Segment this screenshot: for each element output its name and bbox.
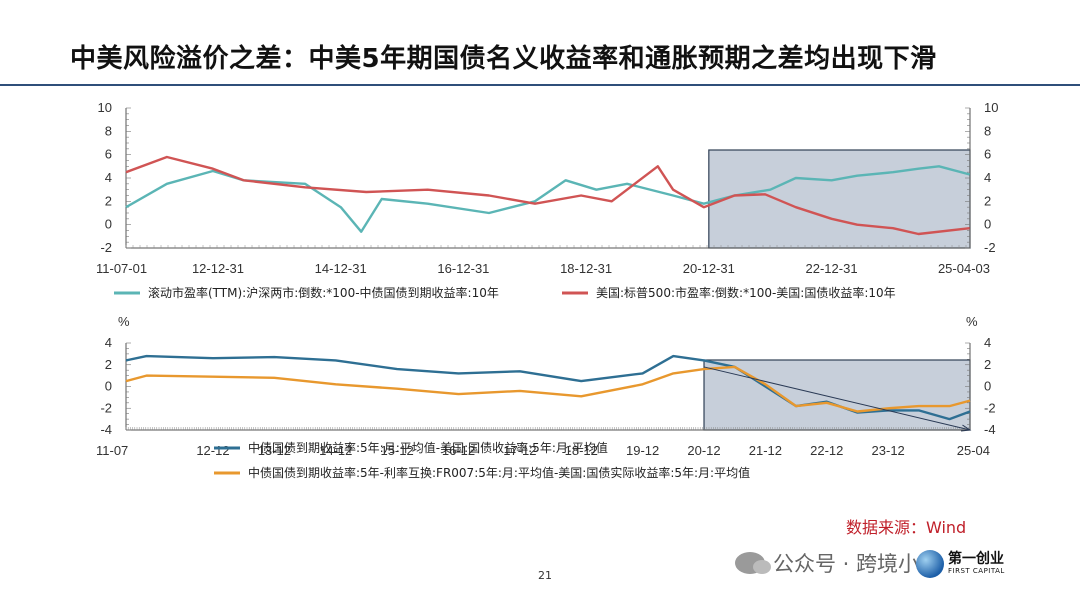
y-tick-label-right: 6 <box>984 147 991 162</box>
title-divider <box>0 84 1080 86</box>
y-tick-label-right: -2 <box>984 400 996 415</box>
x-tick-label: 12-12 <box>196 443 229 458</box>
x-tick-label: 12-12-31 <box>192 261 244 276</box>
watermark: 公众号 · 跨境小猫 <box>735 548 940 578</box>
y-tick-label-left: -2 <box>100 400 112 415</box>
series-line-1 <box>125 354 971 421</box>
y-tick-label-right: 0 <box>984 379 991 394</box>
logo-cn-text: 第一创业 <box>948 551 1004 567</box>
x-tick-label: 19-12 <box>626 443 659 458</box>
y-tick-label-left: 4 <box>105 170 112 185</box>
x-tick-label: 22-12-31 <box>806 261 858 276</box>
x-tick-label: 16-12 <box>442 443 475 458</box>
x-tick-label: 22-12 <box>810 443 843 458</box>
y-tick-label-left: 10 <box>98 100 112 115</box>
wechat-icon <box>735 552 771 574</box>
y-tick-label-left: 8 <box>105 123 112 138</box>
x-tick-label: 25-04-03 <box>938 261 990 276</box>
y-tick-label-right: -4 <box>984 422 996 437</box>
y-tick-label-left: 0 <box>105 379 112 394</box>
company-logo: 第一创业 FIRST CAPITAL <box>916 548 1026 580</box>
globe-icon <box>916 550 944 578</box>
y-unit-left: % <box>118 314 130 329</box>
y-tick-label-right: -2 <box>984 240 996 255</box>
x-tick-label: 16-12-31 <box>437 261 489 276</box>
x-tick-label: 14-12 <box>319 443 352 458</box>
y-tick-label-left: -2 <box>100 240 112 255</box>
y-unit-right: % <box>966 314 978 329</box>
x-tick-label: 11-07-01 <box>96 261 147 276</box>
page-title: 中美风险溢价之差：中美5年期国债名义收益率和通胀预期之差均出现下滑 <box>70 44 937 74</box>
data-source-note: 数据来源：Wind <box>846 518 967 537</box>
y-tick-label-left: -4 <box>100 422 112 437</box>
y-tick-label-right: 0 <box>984 217 991 232</box>
y-tick-label-left: 4 <box>105 335 112 350</box>
highlight-region <box>708 149 971 249</box>
x-tick-label: 18-12 <box>565 443 598 458</box>
y-tick-label-right: 8 <box>984 123 991 138</box>
x-tick-label: 20-12-31 <box>683 261 735 276</box>
x-tick-label: 18-12-31 <box>560 261 612 276</box>
y-tick-label-right: 10 <box>984 100 998 115</box>
legend-label-1: 中债国债到期收益率:5年:月:平均值-美国:国债收益率:5年:月:平均值 <box>248 440 608 455</box>
y-tick-label-right: 4 <box>984 170 991 185</box>
series-line-2 <box>125 365 971 413</box>
chart-top: 10 10 8 8 6 6 4 4 2 2 0 0 -2 -2 11-07-01 12-12-31 14-12-… <box>96 100 998 300</box>
trend-arrow-line <box>703 366 971 431</box>
page-number: 21 <box>538 569 552 582</box>
series-line-2 <box>125 155 970 236</box>
x-tick-label: 17-12 <box>503 443 536 458</box>
x-tick-label: 11-07 <box>96 443 128 458</box>
x-tick-label: 23-12 <box>872 443 905 458</box>
chart-bottom: 4 4 2 2 0 0 -2 -2 -4 -4% % 11-07 12-12 13-12 14-12 15-1… <box>96 314 996 480</box>
x-tick-label: 21-12 <box>749 443 782 458</box>
y-tick-label-left: 2 <box>105 357 112 372</box>
x-tick-label: 20-12 <box>687 443 720 458</box>
legend-label-2: 美国:标普500:市盈率:倒数:*100-美国:国债收益率:10年 <box>596 285 896 300</box>
x-tick-label: 13-12 <box>258 443 291 458</box>
watermark-text: 公众号 · 跨境小猫 <box>773 552 941 576</box>
x-tick-label: 14-12-31 <box>315 261 367 276</box>
legend-label-2: 中债国债到期收益率:5年-利率互换:FR007:5年:月:平均值-美国:国债实际… <box>248 465 750 480</box>
y-tick-label-right: 2 <box>984 193 991 208</box>
y-tick-label-left: 6 <box>105 147 112 162</box>
y-tick-label-left: 2 <box>105 193 112 208</box>
y-tick-label-right: 4 <box>984 335 991 350</box>
y-tick-label-right: 2 <box>984 357 991 372</box>
y-tick-label-left: 0 <box>105 217 112 232</box>
x-tick-label: 15-12 <box>380 443 413 458</box>
x-tick-label: 25-04 <box>957 443 990 458</box>
series-line-1 <box>125 165 971 233</box>
legend-label-1: 滚动市盈率(TTM):沪深两市:倒数:*100-中债国债到期收益率:10年 <box>148 285 499 300</box>
logo-en-text: FIRST CAPITAL <box>948 567 1005 575</box>
highlight-region <box>703 359 971 431</box>
trend-arrow-head <box>961 424 972 432</box>
